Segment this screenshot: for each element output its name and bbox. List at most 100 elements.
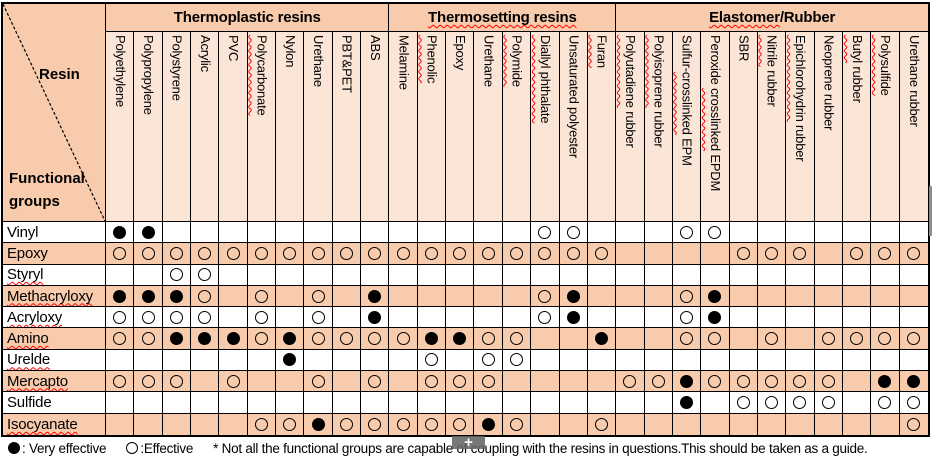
cell-methacryloxy-urethane xyxy=(474,285,503,308)
cell-amino-furan xyxy=(587,328,617,350)
cell-mercapto-polyethylene xyxy=(106,371,135,393)
cell-styryl-sulfur-crosslinked-epm xyxy=(672,264,702,286)
very-effective-dot xyxy=(680,374,694,388)
cell-styryl-phenolic xyxy=(417,264,447,286)
cell-vinyl-nylon xyxy=(276,222,305,244)
cell-sulfide-nitrile-rubber xyxy=(757,392,787,414)
cell-vinyl-sulfur-crosslinked-epm xyxy=(672,222,702,244)
col-header-melamine: Melamine xyxy=(389,32,418,222)
cell-mercapto-sbr xyxy=(729,371,758,393)
cell-mercapto-acrylic xyxy=(191,371,220,393)
cell-epoxy-polystyrene xyxy=(162,243,192,265)
effective-dot xyxy=(396,246,410,260)
very-effective-dot xyxy=(169,332,183,346)
cell-isocyanate-butyl-rubber xyxy=(842,413,872,435)
cell-urelde-urethane xyxy=(304,349,333,372)
effective-dot xyxy=(765,396,779,410)
cell-acryloxy-polyisoprene-rubber xyxy=(644,307,673,329)
effective-dot xyxy=(141,246,155,260)
cell-amino-urethane-rubber xyxy=(899,328,928,350)
effective-dot xyxy=(226,374,240,388)
cell-epoxy-pbt-pet xyxy=(332,243,362,265)
effective-dot xyxy=(254,417,268,431)
legend-very-effective: : Very effective xyxy=(8,440,107,456)
cell-mercapto-pbt-pet xyxy=(332,371,362,393)
cell-sulfide-polymide xyxy=(502,392,532,414)
cell-sulfide-unsaturated-polyester xyxy=(559,392,588,414)
cell-vinyl-peroxide-crosslinked-epdm xyxy=(701,222,730,244)
cell-epoxy-polyethylene xyxy=(106,243,135,265)
cell-mercapto-polysulfide xyxy=(871,371,900,393)
cell-acryloxy-diallyl-phthalate xyxy=(531,307,560,329)
effective-dot xyxy=(311,374,325,388)
cell-isocyanate-epoxy xyxy=(446,413,475,435)
cell-amino-polyutadiene-rubber xyxy=(616,328,645,350)
legend: : Very effective :Effective * Not all th… xyxy=(1,438,930,458)
legend-very-effective-label: : Very effective xyxy=(22,440,107,456)
effective-dot xyxy=(538,310,552,324)
cell-styryl-epoxy xyxy=(446,264,475,286)
cell-vinyl-urethane-rubber xyxy=(899,222,928,244)
cell-styryl-polycarbonate xyxy=(247,264,277,286)
cell-amino-unsaturated-polyester xyxy=(559,328,588,350)
cell-mercapto-nylon xyxy=(276,371,305,393)
effective-dot xyxy=(481,353,495,367)
effective-dot xyxy=(821,374,835,388)
col-header-butyl-rubber: Butyl rubber xyxy=(842,32,872,222)
cell-urelde-polyethylene xyxy=(106,349,135,372)
row-label-sulfide: Sulfide xyxy=(3,392,106,414)
group-header-thermoplastic-resins: Thermoplastic resins xyxy=(106,4,390,32)
cell-mercapto-epichlorohydrin-rubber xyxy=(786,371,815,393)
cell-vinyl-pvc xyxy=(219,222,248,244)
cell-amino-polysulfide xyxy=(871,328,900,350)
cell-isocyanate-polyethylene xyxy=(106,413,135,435)
cell-amino-urethane xyxy=(474,328,503,350)
effective-dot xyxy=(424,246,438,260)
effective-dot xyxy=(254,246,268,260)
effective-dot xyxy=(765,246,779,260)
col-header-polyutadiene-rubber: Polyutadiene rubber xyxy=(616,32,645,222)
cell-urelde-urethane-rubber xyxy=(899,350,928,372)
col-header-unsaturated-polyester: Unsaturated polyester xyxy=(559,32,588,222)
effective-dot xyxy=(509,246,523,260)
cell-styryl-urethane-rubber xyxy=(899,265,928,286)
cell-epoxy-acrylic xyxy=(191,243,220,265)
cell-epoxy-peroxide-crosslinked-epdm xyxy=(701,243,730,265)
group-header-elastomer-rubber: Elastomer/Rubber xyxy=(616,4,928,32)
very-effective-dot xyxy=(708,310,722,324)
very-effective-dot xyxy=(113,289,127,303)
effective-dot xyxy=(169,268,183,282)
cell-urelde-abs xyxy=(361,349,390,372)
cell-vinyl-polycarbonate xyxy=(247,222,277,244)
scrollbar-thumb[interactable] xyxy=(929,186,932,236)
effective-dot-icon xyxy=(126,442,139,454)
cell-sulfide-polyethylene xyxy=(106,392,135,414)
effective-dot xyxy=(680,289,694,303)
effective-dot xyxy=(226,246,240,260)
cell-epoxy-neoprene-rubber xyxy=(814,243,843,265)
col-header-text: Urethane xyxy=(481,35,497,87)
col-header-sbr: SBR xyxy=(729,32,758,222)
cell-epoxy-butyl-rubber xyxy=(842,243,872,265)
legend-effective: :Effective xyxy=(126,441,193,456)
cell-acryloxy-polypropylene xyxy=(134,307,163,329)
plus-cursor-overlay: + xyxy=(452,435,485,450)
effective-dot xyxy=(311,332,325,346)
cell-methacryloxy-polyutadiene-rubber xyxy=(616,285,645,308)
cell-sulfide-phenolic xyxy=(417,392,447,414)
cell-methacryloxy-melamine xyxy=(389,285,418,308)
cell-acryloxy-polyethylene xyxy=(106,307,135,329)
col-header-text: Neoprene rubber xyxy=(821,35,837,131)
cell-styryl-polyutadiene-rubber xyxy=(616,264,645,286)
col-header-text: Epichlorohydrin rubber xyxy=(793,35,809,162)
cell-isocyanate-nitrile-rubber xyxy=(757,413,787,435)
functional-groups-axis-label: Functional groups xyxy=(9,170,85,210)
cell-acryloxy-phenolic xyxy=(417,307,447,329)
col-header-polyethylene: Polyethylene xyxy=(106,32,135,222)
cell-urelde-melamine xyxy=(389,349,418,372)
cell-amino-peroxide-crosslinked-epdm xyxy=(701,328,730,350)
effective-dot xyxy=(765,374,779,388)
cell-acryloxy-polyutadiene-rubber xyxy=(616,307,645,329)
col-header-nitrile-rubber: Nitrile rubber xyxy=(757,32,787,222)
